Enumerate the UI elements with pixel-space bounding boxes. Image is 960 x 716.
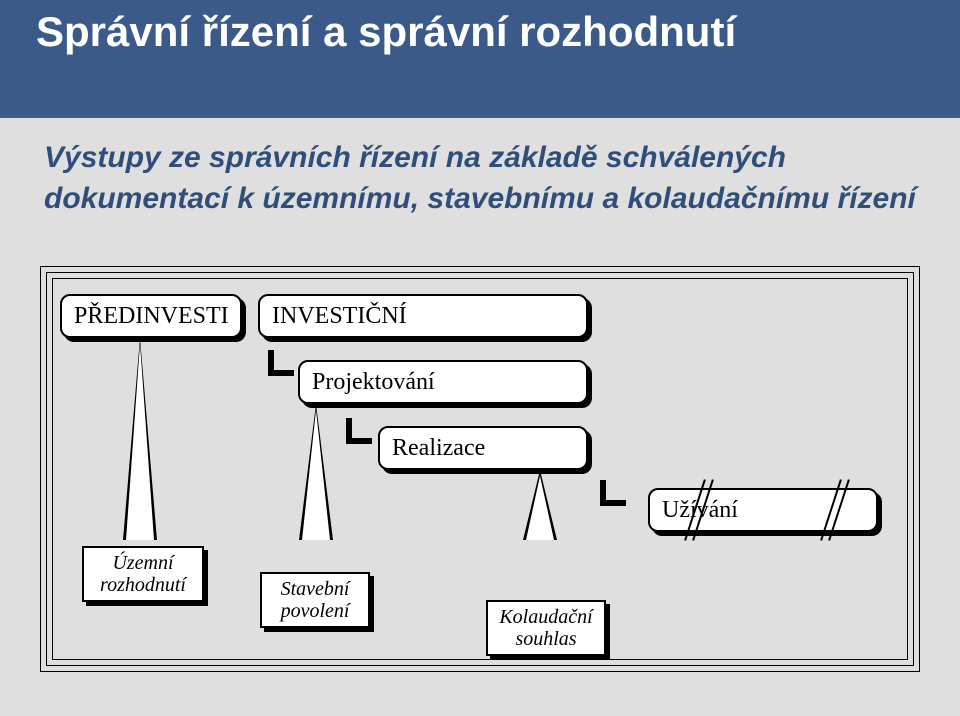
slide-subtitle: Výstupy ze správních řízení na základě s… — [44, 138, 924, 219]
phase-realizace: Realizace — [378, 426, 588, 470]
phase-investicni: INVESTIČNÍ — [258, 294, 588, 338]
output-stavebni: Stavebnípovolení — [260, 572, 370, 628]
elbow-realizace-uzivani — [600, 480, 626, 506]
output-stavebni-label: Stavebnípovolení — [281, 578, 350, 622]
output-kolaudacni: Kolaudačnísouhlas — [486, 600, 606, 656]
phase-uzivani: Užívání — [648, 488, 878, 532]
elbow-projektovani-realizace — [346, 418, 372, 444]
phase-projektovani-label: Projektování — [312, 369, 435, 396]
vlink-stavebni-fill — [302, 410, 330, 540]
phase-uzivani-label: Užívání — [662, 497, 738, 524]
slide-title: Správní řízení a správní rozhodnutí — [36, 8, 736, 56]
vlink-kolaudacni-fill — [526, 476, 554, 540]
output-uzemni: Územnírozhodnutí — [82, 546, 204, 602]
vlink-uzemni-fill — [126, 344, 154, 540]
phase-projektovani: Projektování — [298, 360, 588, 404]
phase-predinvesti: PŘEDINVESTI — [60, 294, 242, 338]
elbow-investicni-projektovani — [268, 350, 294, 376]
output-kolaudacni-label: Kolaudačnísouhlas — [499, 606, 592, 650]
phase-predinvesti-label: PŘEDINVESTI — [74, 303, 229, 330]
phase-investicni-label: INVESTIČNÍ — [272, 303, 407, 330]
phase-realizace-label: Realizace — [392, 435, 485, 462]
output-uzemni-label: Územnírozhodnutí — [100, 552, 186, 596]
slide: Správní řízení a správní rozhodnutí Výst… — [0, 0, 960, 716]
